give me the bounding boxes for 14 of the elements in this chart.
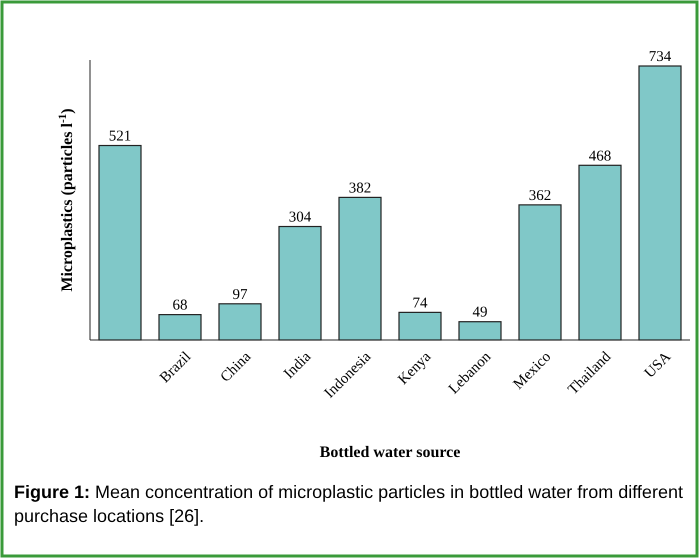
data-label: 74 xyxy=(412,295,428,312)
caption: Figure 1: Mean concentration of microplastic particles in bottled water from different purchase locations [26]. xyxy=(14,482,683,526)
data-label: 49 xyxy=(472,304,488,321)
data-label: 68 xyxy=(172,298,188,314)
data-label: 97 xyxy=(232,286,248,303)
x-tick-label: India xyxy=(281,348,314,382)
data-label: 734 xyxy=(648,49,672,65)
data-label: 362 xyxy=(528,188,552,204)
data-label: 468 xyxy=(588,148,612,164)
data-label: 382 xyxy=(348,180,372,196)
x-axis-title: Bottled water source xyxy=(320,444,460,461)
data-label: 304 xyxy=(288,210,312,226)
x-tick-label: USA xyxy=(642,348,674,382)
data-label: 521 xyxy=(108,128,132,145)
